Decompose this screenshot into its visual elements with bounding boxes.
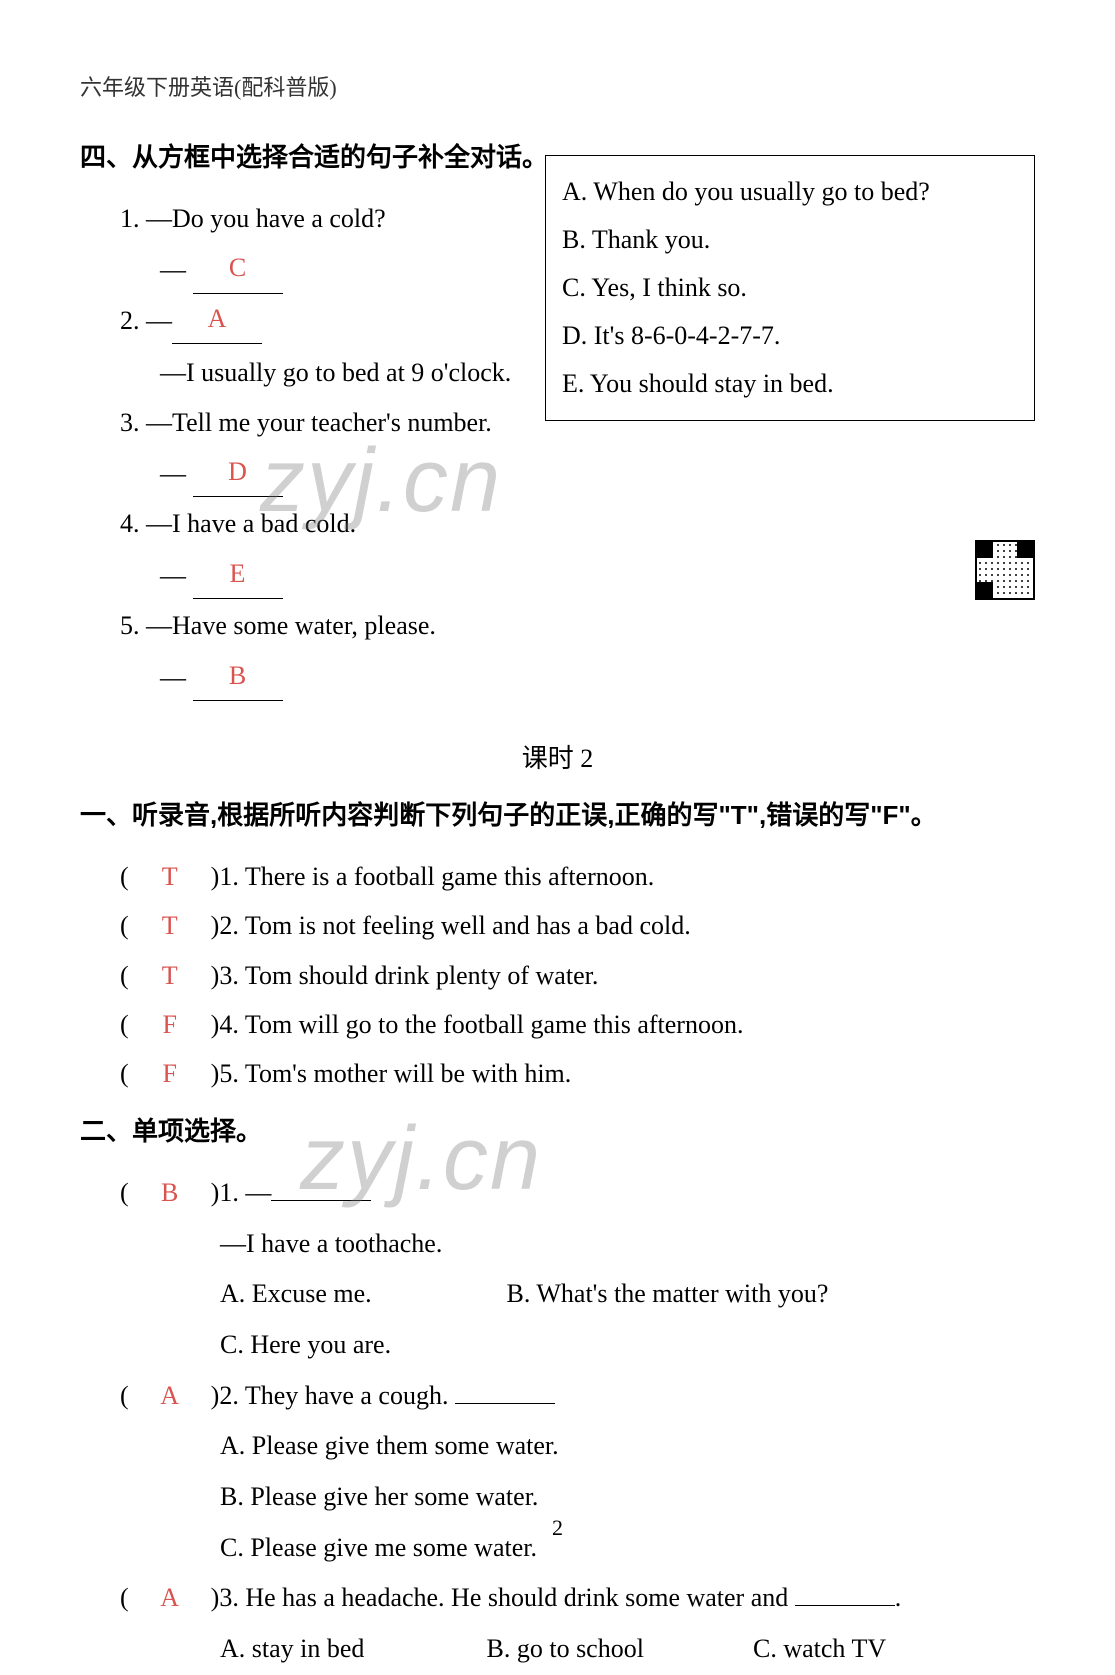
- section-1-title: 一、听录音,根据所听内容判断下列句子的正误,正确的写"T",错误的写"F"。: [80, 795, 1035, 832]
- mc-q1: ( B )1. —: [120, 1168, 1035, 1219]
- mc-q3-opt-a: A. stay in bed: [220, 1624, 480, 1675]
- tf-2-text: 2. Tom is not feeling well and has a bad…: [219, 911, 690, 940]
- mc-q3-ans: A: [155, 1573, 185, 1624]
- tf-4-text: 4. Tom will go to the football game this…: [219, 1010, 743, 1039]
- mc-q1-reply-wrapper: —I have a toothache. A. Excuse me. B. Wh…: [220, 1219, 1035, 1371]
- tf-4-ans: F: [155, 1000, 185, 1049]
- mc-q1-num: 1. —: [219, 1178, 271, 1207]
- tf-row-1: ( T )1. There is a football game this af…: [120, 852, 1035, 901]
- lesson-2-title: 课时 2: [80, 738, 1035, 775]
- tf-row-2: ( T )2. Tom is not feeling well and has …: [120, 901, 1035, 950]
- tf-row-5: ( F )5. Tom's mother will be with him.: [120, 1049, 1035, 1098]
- answer-choices-box: A. When do you usually go to bed? B. Tha…: [545, 155, 1035, 421]
- box-opt-b: B. Thank you.: [562, 216, 1018, 264]
- mc-q2-opts: A. Please give them some water. B. Pleas…: [220, 1421, 1035, 1573]
- box-opt-e: E. You should stay in bed.: [562, 360, 1018, 408]
- tf-1-ans: T: [155, 852, 185, 901]
- mc-q1-opts-ab: A. Excuse me. B. What's the matter with …: [220, 1269, 1035, 1320]
- q4-4-prompt: 4. —I have a bad cold.: [120, 499, 1035, 548]
- q4-4-answer-line: — E: [160, 551, 1035, 601]
- q4-2-prefix: 2. —: [120, 306, 172, 335]
- tf-1-text: 1. There is a football game this afterno…: [219, 862, 654, 891]
- tf-3-ans: T: [155, 951, 185, 1000]
- q4-5-prompt: 5. —Have some water, please.: [120, 601, 1035, 650]
- box-opt-a: A. When do you usually go to bed?: [562, 168, 1018, 216]
- q4-3-answer: D: [193, 447, 283, 497]
- mc-q2-blank: [455, 1384, 555, 1404]
- mc-q1-opt-c: C. Here you are.: [220, 1320, 1035, 1371]
- section-2-title: 二、单项选择。: [80, 1111, 1035, 1148]
- tf-2-ans: T: [155, 901, 185, 950]
- mc-q3-opts: A. stay in bed B. go to school C. watch …: [220, 1624, 1035, 1675]
- section-2: 二、单项选择。 ( B )1. — —I have a toothache. A…: [80, 1111, 1035, 1675]
- mc-q3-stem: 3. He has a headache. He should drink so…: [219, 1583, 794, 1612]
- q4-5-answer: B: [193, 651, 283, 701]
- q4-2-answer: A: [172, 294, 262, 344]
- page-number: 2: [0, 1515, 1115, 1541]
- box-opt-c: C. Yes, I think so.: [562, 264, 1018, 312]
- tf-5-text: 5. Tom's mother will be with him.: [219, 1059, 571, 1088]
- mc-q3: ( A )3. He has a headache. He should dri…: [120, 1573, 1035, 1624]
- mc-q1-ans: B: [155, 1168, 185, 1219]
- mc-q2-ans: A: [155, 1371, 185, 1422]
- mc-q1-blank: [271, 1181, 371, 1201]
- mc-q2-opt-a: A. Please give them some water.: [220, 1421, 1035, 1472]
- qr-code-icon: [975, 540, 1035, 600]
- tf-row-4: ( F )4. Tom will go to the football game…: [120, 1000, 1035, 1049]
- mc-q3-opt-b: B. go to school: [487, 1624, 747, 1675]
- section-1: 一、听录音,根据所听内容判断下列句子的正误,正确的写"T",错误的写"F"。 (…: [80, 795, 1035, 1099]
- q4-1-answer: C: [193, 243, 283, 293]
- mc-q1-opt-b: B. What's the matter with you?: [507, 1269, 829, 1320]
- box-opt-d: D. It's 8-6-0-4-2-7-7.: [562, 312, 1018, 360]
- mc-q3-opt-c: C. watch TV: [753, 1624, 886, 1675]
- mc-q1-reply: —I have a toothache.: [220, 1219, 1035, 1270]
- q4-3-answer-line: — D: [160, 449, 1035, 499]
- mc-q3-blank: [795, 1586, 895, 1606]
- page-header: 六年级下册英语(配科普版): [80, 70, 1035, 102]
- tf-5-ans: F: [155, 1049, 185, 1098]
- q4-5-answer-line: — B: [160, 653, 1035, 703]
- tf-3-text: 3. Tom should drink plenty of water.: [219, 961, 598, 990]
- tf-row-3: ( T )3. Tom should drink plenty of water…: [120, 951, 1035, 1000]
- mc-q2-stem: 2. They have a cough.: [219, 1381, 455, 1410]
- q4-4-answer: E: [193, 549, 283, 599]
- mc-q2: ( A )2. They have a cough.: [120, 1371, 1035, 1422]
- mc-q1-opt-a: A. Excuse me.: [220, 1269, 500, 1320]
